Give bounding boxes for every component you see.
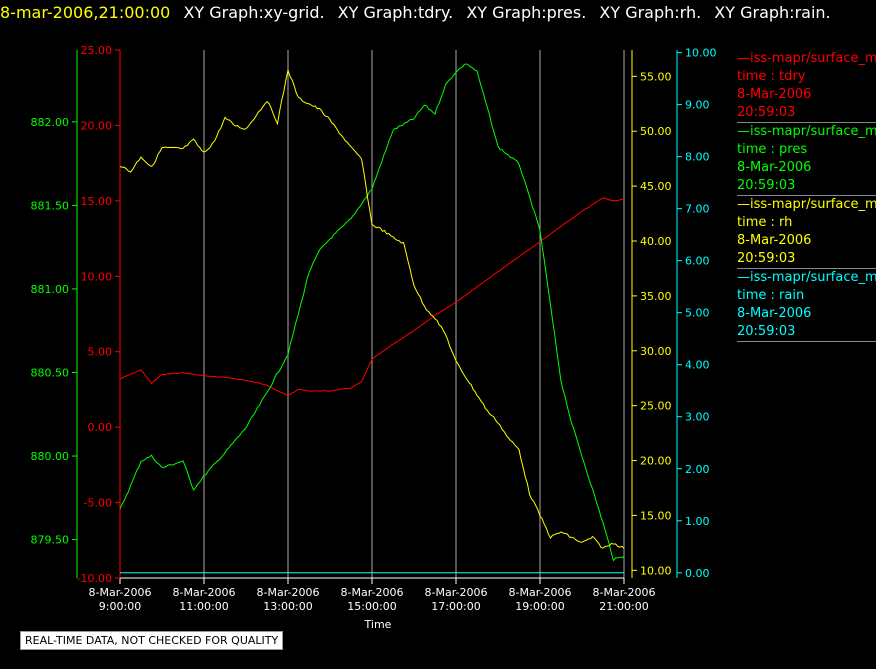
series-line-tdry bbox=[119, 197, 625, 397]
x-tick-date: 8-Mar-2006 bbox=[89, 586, 152, 599]
legend-field: time : rain bbox=[737, 288, 805, 303]
x-tick-date: 8-Mar-2006 bbox=[173, 586, 236, 599]
header-title-pres: XY Graph:pres. bbox=[466, 3, 587, 22]
rain-tick-label: 4.00 bbox=[685, 359, 710, 372]
tdry-tick-label: 20.00 bbox=[81, 119, 113, 132]
legend-date: 8-Mar-2006 bbox=[737, 160, 812, 175]
legend-entry-tdry[interactable]: —iss-mapr/surface_m time : tdry 8-Mar-20… bbox=[737, 50, 876, 123]
rh-tick-label: 55.00 bbox=[640, 70, 672, 83]
header-title-tdry: XY Graph:tdry. bbox=[337, 3, 454, 22]
rh-tick-label: 35.00 bbox=[640, 290, 672, 303]
header-timestamp: 8-mar-2006,21:00:00 bbox=[0, 3, 171, 22]
rh-tick-label: 45.00 bbox=[640, 180, 672, 193]
tdry-tick-label: 5.00 bbox=[88, 346, 113, 359]
rain-tick-label: 10.00 bbox=[685, 47, 717, 60]
legend-source: —iss-mapr/surface_m bbox=[737, 124, 876, 139]
tdry-tick-label: 15.00 bbox=[81, 195, 113, 208]
rh-tick-label: 30.00 bbox=[640, 345, 672, 358]
tdry-tick-label: -10.00 bbox=[77, 572, 112, 585]
rh-tick-label: 40.00 bbox=[640, 235, 672, 248]
legend-source: —iss-mapr/surface_m bbox=[737, 51, 876, 66]
legend-field: time : rh bbox=[737, 215, 793, 230]
legend-entry-rh[interactable]: —iss-mapr/surface_m time : rh 8-Mar-2006… bbox=[737, 196, 876, 269]
x-tick-time: 9:00:00 bbox=[99, 600, 141, 613]
header-title-rain: XY Graph:rain. bbox=[714, 3, 831, 22]
legend-source: —iss-mapr/surface_m bbox=[737, 197, 876, 212]
rh-tick-label: 25.00 bbox=[640, 400, 672, 413]
x-tick-time: 11:00:00 bbox=[179, 600, 228, 613]
x-tick-time: 17:00:00 bbox=[431, 600, 480, 613]
legend-time: 20:59:03 bbox=[737, 105, 796, 120]
legend-field: time : pres bbox=[737, 142, 808, 157]
tdry-tick-label: 0.00 bbox=[88, 421, 113, 434]
rain-tick-label: 7.00 bbox=[685, 203, 710, 216]
pres-tick-label: 881.50 bbox=[31, 199, 70, 212]
rain-tick-label: 8.00 bbox=[685, 151, 710, 164]
tdry-tick-label: -5.00 bbox=[84, 497, 112, 510]
rh-tick-label: 20.00 bbox=[640, 455, 672, 468]
x-tick-date: 8-Mar-2006 bbox=[257, 586, 320, 599]
legend-time: 20:59:03 bbox=[737, 178, 796, 193]
pres-tick-label: 882.00 bbox=[31, 116, 70, 129]
header-title-rh: XY Graph:rh. bbox=[599, 3, 702, 22]
rh-tick-label: 50.00 bbox=[640, 125, 672, 138]
quality-warning-label: REAL-TIME DATA, NOT CHECKED FOR QUALITY bbox=[20, 631, 284, 650]
rain-tick-label: 3.00 bbox=[685, 411, 710, 424]
legend-date: 8-Mar-2006 bbox=[737, 87, 812, 102]
x-tick-date: 8-Mar-2006 bbox=[509, 586, 572, 599]
x-tick-time: 21:00:00 bbox=[599, 600, 648, 613]
legend: —iss-mapr/surface_m time : tdry 8-Mar-20… bbox=[737, 50, 876, 342]
rain-tick-label: 0.00 bbox=[685, 567, 710, 580]
rain-tick-label: 9.00 bbox=[685, 99, 710, 112]
rh-tick-label: 15.00 bbox=[640, 509, 672, 522]
chart-header: 8-mar-2006,21:00:00 XY Graph:xy-grid. XY… bbox=[0, 3, 839, 27]
x-axis-label: Time bbox=[364, 618, 392, 631]
pres-tick-label: 881.00 bbox=[31, 283, 70, 296]
rain-tick-label: 5.00 bbox=[685, 307, 710, 320]
series-line-pres bbox=[119, 63, 625, 562]
pres-tick-label: 879.50 bbox=[31, 534, 70, 547]
legend-date: 8-Mar-2006 bbox=[737, 306, 812, 321]
rain-tick-label: 6.00 bbox=[685, 255, 710, 268]
legend-field: time : tdry bbox=[737, 69, 806, 84]
legend-entry-rain[interactable]: —iss-mapr/surface_m time : rain 8-Mar-20… bbox=[737, 269, 876, 342]
tdry-tick-label: 25.00 bbox=[81, 44, 113, 57]
series-line-rh bbox=[119, 68, 625, 549]
x-tick-date: 8-Mar-2006 bbox=[593, 586, 656, 599]
legend-entry-pres[interactable]: —iss-mapr/surface_m time : pres 8-Mar-20… bbox=[737, 123, 876, 196]
legend-time: 20:59:03 bbox=[737, 251, 796, 266]
header-title-xy-grid: XY Graph:xy-grid. bbox=[183, 3, 325, 22]
rh-tick-label: 10.00 bbox=[640, 564, 672, 577]
x-tick-date: 8-Mar-2006 bbox=[341, 586, 404, 599]
x-tick-date: 8-Mar-2006 bbox=[425, 586, 488, 599]
tdry-tick-label: 10.00 bbox=[81, 270, 113, 283]
x-tick-time: 19:00:00 bbox=[515, 600, 564, 613]
rain-tick-label: 1.00 bbox=[685, 515, 710, 528]
legend-time: 20:59:03 bbox=[737, 324, 796, 339]
pres-tick-label: 880.00 bbox=[31, 450, 70, 463]
pres-tick-label: 880.50 bbox=[31, 366, 70, 379]
rain-tick-label: 2.00 bbox=[685, 463, 710, 476]
x-tick-time: 15:00:00 bbox=[347, 600, 396, 613]
x-tick-time: 13:00:00 bbox=[263, 600, 312, 613]
legend-source: —iss-mapr/surface_m bbox=[737, 270, 876, 285]
legend-date: 8-Mar-2006 bbox=[737, 233, 812, 248]
